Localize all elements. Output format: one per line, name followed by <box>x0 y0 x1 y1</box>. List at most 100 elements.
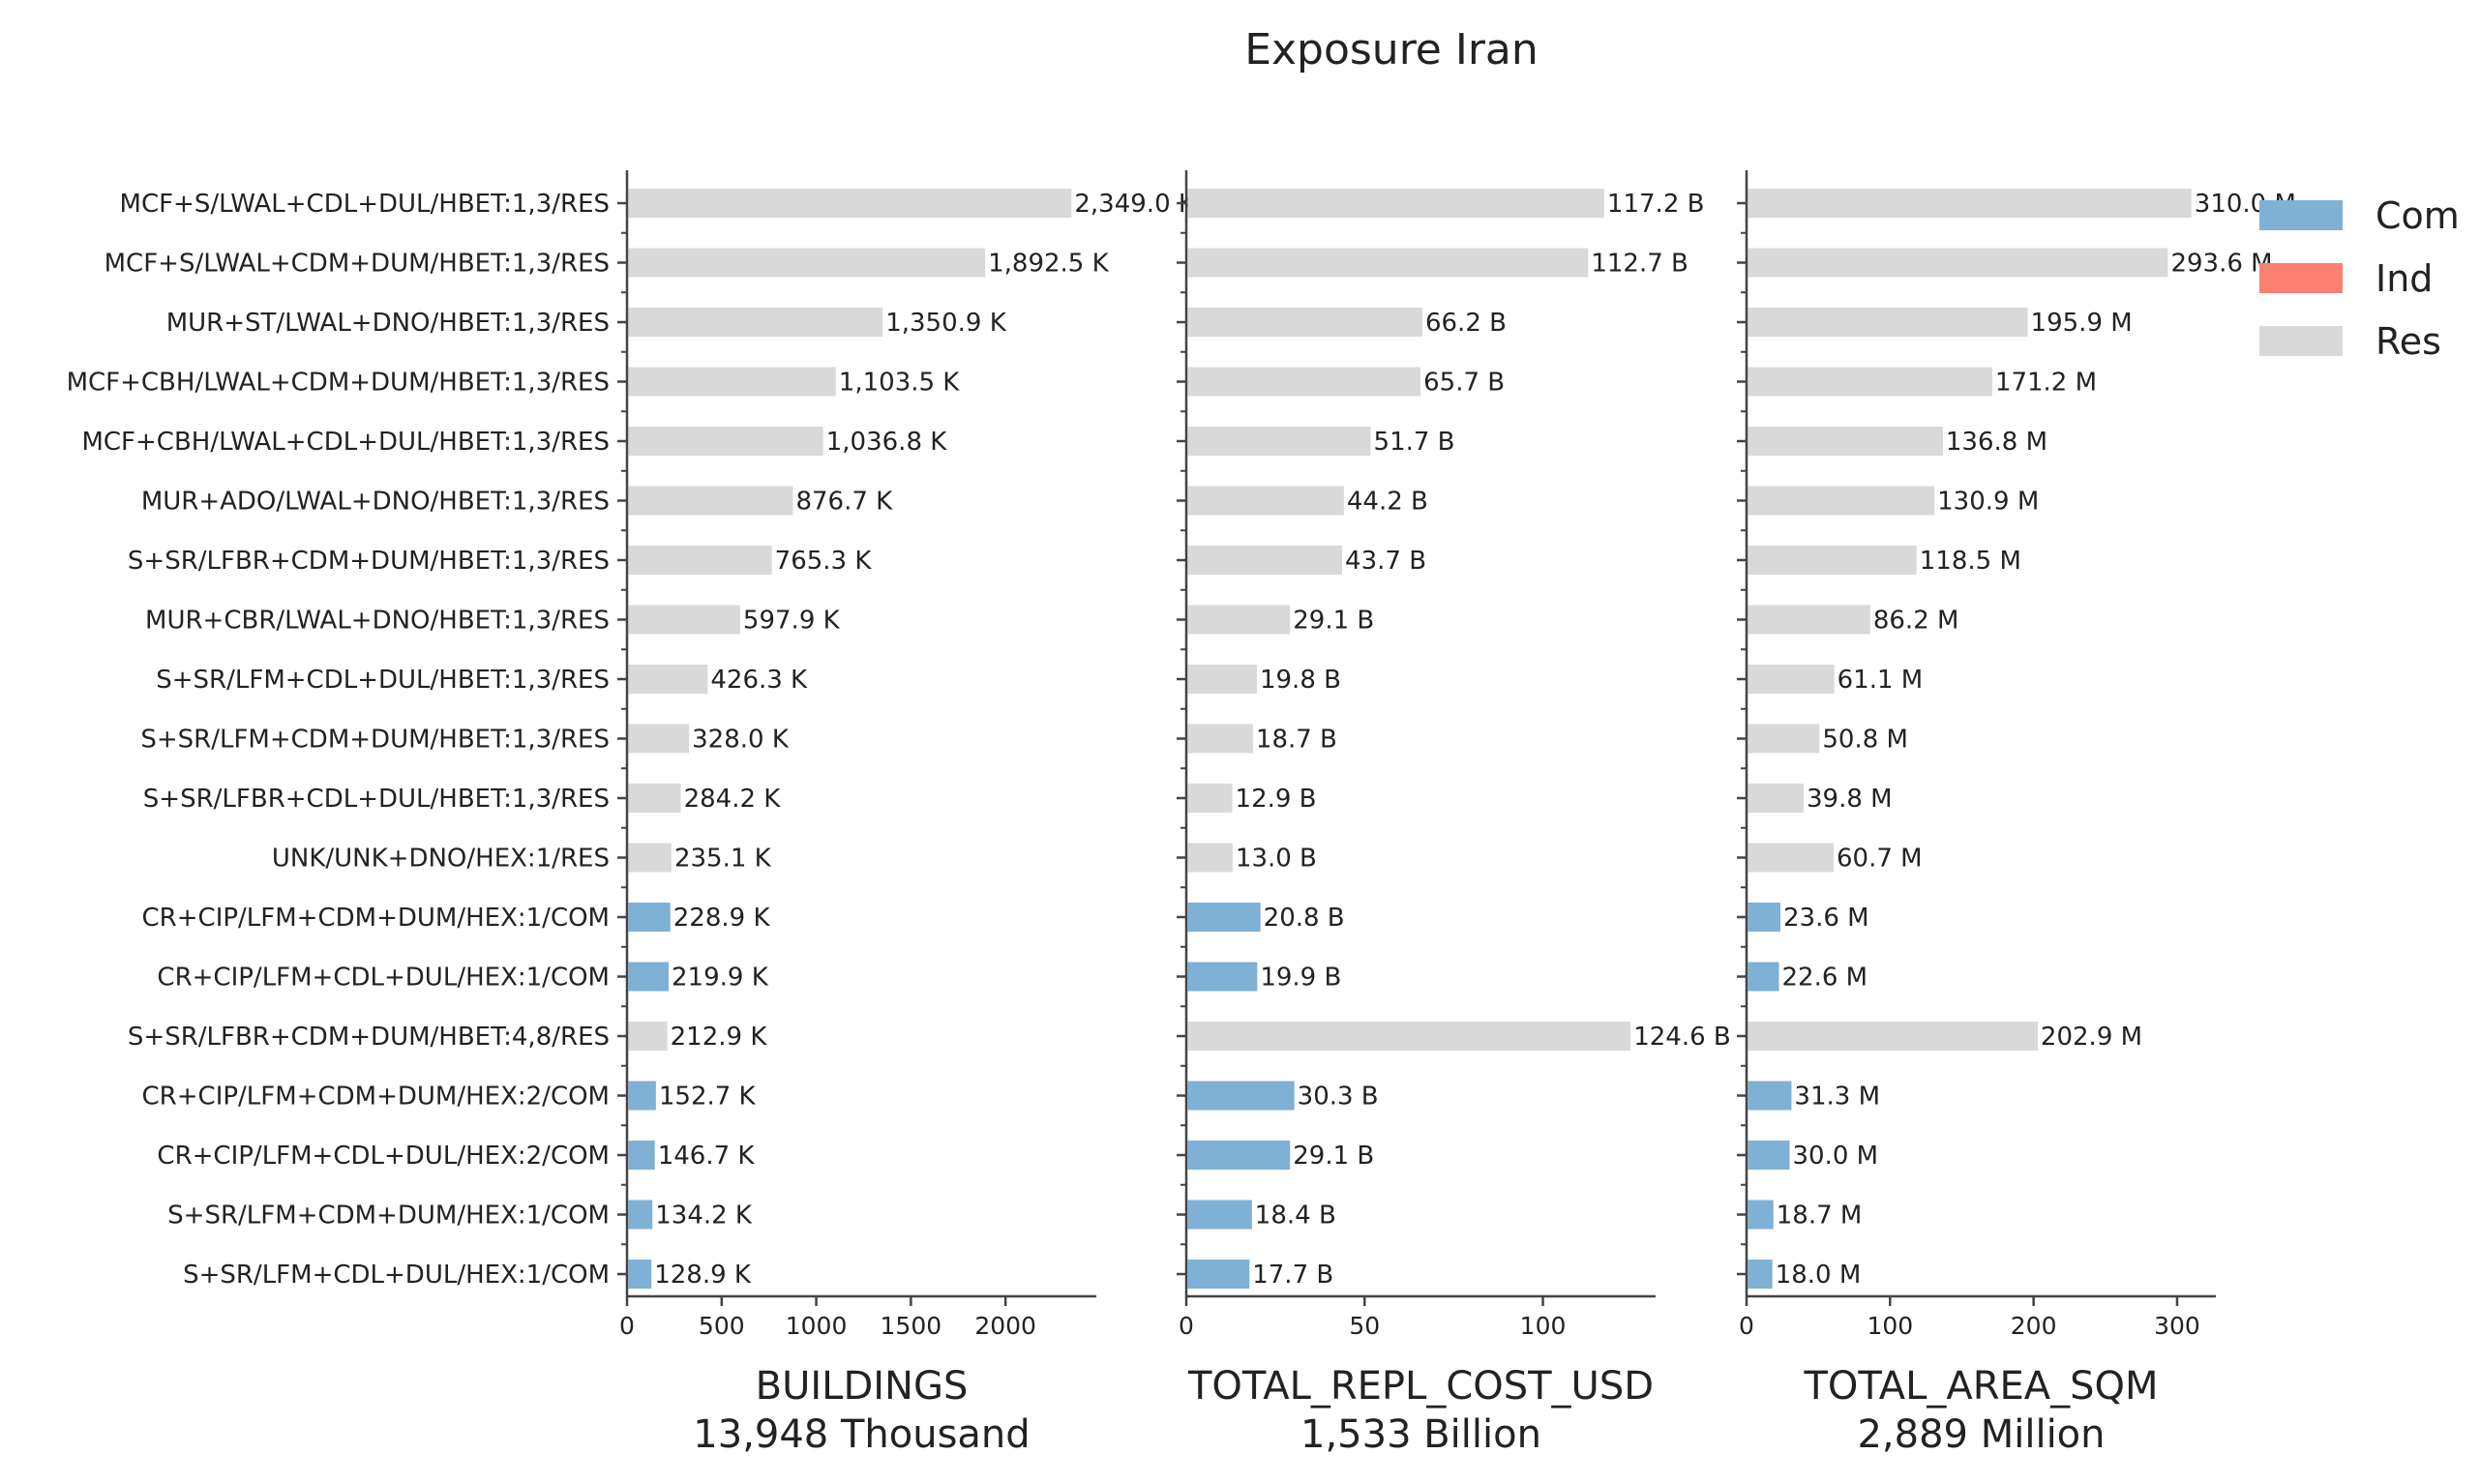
value-label: 18.7 B <box>1256 726 1337 755</box>
value-label: 13.0 B <box>1236 845 1317 874</box>
value-label: 17.7 B <box>1252 1261 1333 1290</box>
bar-com <box>628 1260 652 1289</box>
x-tick-label: 1000 <box>786 1312 848 1340</box>
value-label: 51.7 B <box>1374 428 1455 457</box>
bar-com <box>1187 1260 1250 1289</box>
bar-com <box>1748 1081 1792 1111</box>
value-label: 765.3 K <box>775 547 873 576</box>
value-label: 60.7 M <box>1837 845 1923 874</box>
bar-res <box>628 665 708 694</box>
category-label: S+SR/LFBR+CDM+DUM/HBET:4,8/RES <box>128 1023 610 1052</box>
bar-res <box>1748 1022 2038 1051</box>
value-label: 43.7 B <box>1345 547 1426 576</box>
bar-com <box>1187 1081 1295 1111</box>
value-label: 39.8 M <box>1807 785 1893 814</box>
bar-res <box>628 427 823 456</box>
value-label: 124.6 B <box>1633 1023 1731 1052</box>
value-label: 1,350.9 K <box>885 309 1007 338</box>
bar-res <box>1187 546 1343 575</box>
value-label: 19.9 B <box>1260 964 1341 993</box>
bar-res <box>1748 367 1992 397</box>
bar-res <box>1187 367 1421 397</box>
category-label: CR+CIP/LFM+CDL+DUL/HEX:1/COM <box>157 964 610 993</box>
bar-res <box>628 784 681 813</box>
bar-res <box>1187 308 1422 337</box>
legend-label: Ind <box>2375 257 2433 300</box>
x-tick-label: 300 <box>2154 1312 2200 1340</box>
x-axis-title: BUILDINGS <box>756 1364 969 1409</box>
legend: Com Ind Res <box>2259 194 2460 363</box>
x-tick-label: 100 <box>1867 1312 1913 1340</box>
bar-res <box>1748 724 1820 754</box>
bar-res <box>1748 189 2192 218</box>
value-label: 19.8 B <box>1260 666 1341 695</box>
category-label: UNK/UNK+DNO/HEX:1/RES <box>272 845 610 874</box>
value-label: 20.8 B <box>1264 904 1345 933</box>
legend-swatch <box>2259 263 2343 293</box>
bar-res <box>1187 605 1291 635</box>
value-label: 130.9 M <box>1937 488 2039 517</box>
bar-res <box>1748 605 1870 635</box>
category-label: S+SR/LFM+CDL+DUL/HEX:1/COM <box>183 1261 610 1290</box>
category-label: MUR+CBR/LWAL+DNO/HBET:1,3/RES <box>145 607 610 636</box>
panel-2: 117.2 B 112.7 B 66.2 B 65.7 B 51.7 B 44.2 B 43… <box>1177 170 1731 1457</box>
value-label: 65.7 B <box>1423 369 1505 398</box>
value-label: 597.9 K <box>743 607 841 636</box>
value-label: 171.2 M <box>1995 369 2097 398</box>
bar-res <box>1187 784 1233 813</box>
legend-label: Res <box>2375 320 2441 363</box>
value-label: 30.0 M <box>1792 1142 1878 1171</box>
bar-res <box>1187 486 1344 516</box>
bar-res <box>628 248 986 278</box>
category-label: S+SR/LFBR+CDM+DUM/HBET:1,3/RES <box>128 547 610 576</box>
legend-swatch <box>2259 326 2343 356</box>
value-label: 61.1 M <box>1838 666 1924 695</box>
value-label: 2,349.0 K <box>1074 190 1196 219</box>
value-label: 30.3 B <box>1298 1083 1379 1112</box>
value-label: 1,892.5 K <box>988 250 1110 279</box>
value-label: 117.2 B <box>1607 190 1705 219</box>
bar-res <box>1748 784 1805 813</box>
x-tick-label: 2000 <box>974 1312 1036 1340</box>
value-label: 31.3 M <box>1794 1083 1880 1112</box>
category-label: S+SR/LFM+CDL+DUL/HBET:1,3/RES <box>156 666 610 695</box>
bar-res <box>1748 308 2028 337</box>
x-axis-title: TOTAL_AREA_SQM <box>1803 1364 2158 1409</box>
legend-item-com: Com <box>2259 194 2460 237</box>
value-label: 426.3 K <box>710 666 808 695</box>
x-axis-title: TOTAL_REPL_COST_USD <box>1187 1364 1654 1409</box>
category-label: MCF+S/LWAL+CDL+DUL/HBET:1,3/RES <box>120 190 610 219</box>
category-label: MCF+S/LWAL+CDM+DUM/HBET:1,3/RES <box>105 250 610 279</box>
category-label: MUR+ST/LWAL+DNO/HBET:1,3/RES <box>166 309 610 338</box>
value-label: 128.9 K <box>654 1261 752 1290</box>
value-label: 118.5 M <box>1920 547 2021 576</box>
category-label: S+SR/LFM+CDM+DUM/HEX:1/COM <box>167 1202 610 1231</box>
value-label: 134.2 K <box>655 1202 753 1231</box>
bar-res <box>628 843 672 873</box>
value-label: 235.1 K <box>674 845 772 874</box>
value-label: 112.7 B <box>1591 250 1688 279</box>
value-label: 18.7 M <box>1777 1202 1863 1231</box>
x-tick-label: 1500 <box>881 1312 942 1340</box>
value-label: 293.6 M <box>2170 250 2272 279</box>
bar-com <box>1748 903 1781 932</box>
bar-com <box>628 1081 656 1111</box>
bar-com <box>1748 1200 1774 1230</box>
bar-res <box>1748 665 1835 694</box>
value-label: 195.9 M <box>2031 309 2133 338</box>
bar-com <box>1187 1200 1252 1230</box>
value-label: 328.0 K <box>692 726 790 755</box>
bar-com <box>1187 903 1261 932</box>
bar-res <box>628 724 690 754</box>
x-tick-label: 50 <box>1349 1312 1380 1340</box>
bar-com <box>628 903 671 932</box>
category-label: S+SR/LFBR+CDL+DUL/HBET:1,3/RES <box>143 785 610 814</box>
category-label: CR+CIP/LFM+CDM+DUM/HEX:2/COM <box>142 1083 610 1112</box>
category-label: CR+CIP/LFM+CDM+DUM/HEX:1/COM <box>142 904 610 933</box>
x-tick-label: 0 <box>619 1312 635 1340</box>
bar-res <box>628 1022 668 1051</box>
value-label: 86.2 M <box>1873 607 1959 636</box>
bar-res <box>628 367 836 397</box>
bar-res <box>1187 189 1604 218</box>
bar-com <box>628 962 670 992</box>
